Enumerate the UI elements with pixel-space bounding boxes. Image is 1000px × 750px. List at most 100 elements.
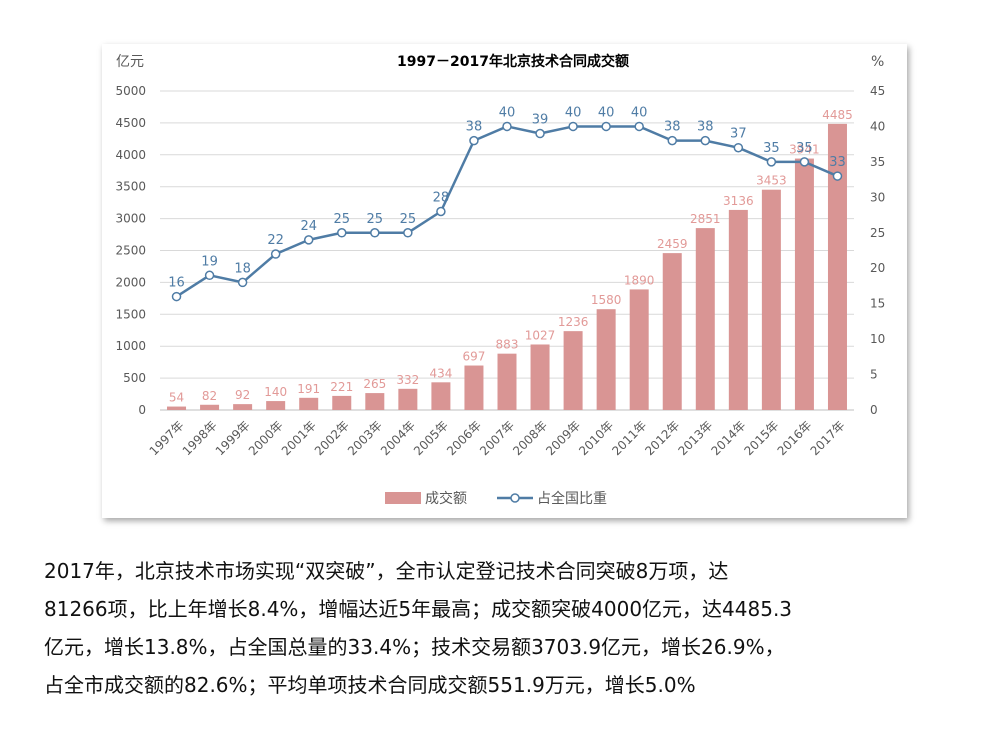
x-tick-label: 1998年 [180,418,220,458]
bar-data-label: 1890 [624,273,655,287]
bar-data-label: 434 [429,366,452,380]
line-data-label: 40 [499,105,516,120]
bar [398,388,418,410]
line-point [568,121,578,132]
bar [530,344,550,410]
left-tick-label: 500 [123,371,146,385]
line-point [799,157,810,167]
left-tick-label: 1500 [115,307,146,321]
x-tick-label: 2008年 [510,418,550,458]
bar [662,253,682,410]
left-tick-label: 3000 [115,212,146,226]
right-axis-ticks: 0 5 10 15 20 25 30 35 40 45 [870,84,885,417]
line-data-label: 19 [201,254,218,269]
x-tick-label: 2014年 [708,418,748,458]
bar-data-label: 140 [264,385,287,399]
bar-data-label: 332 [396,373,419,387]
line-data-label: 18 [234,261,251,276]
line-point [667,135,677,146]
left-tick-label: 4000 [115,148,146,162]
x-tick-label: 2017年 [808,418,848,458]
x-tick-label: 2015年 [742,418,782,458]
x-tick-label: 2001年 [279,418,319,458]
bar [332,395,352,410]
line-point [403,228,413,238]
right-tick-label: 35 [870,155,885,169]
bar [629,289,649,410]
bar [827,123,847,411]
bar-data-label: 54 [169,391,184,405]
line-point [436,206,446,217]
caption-line: 2017年，北京技术市场实现“双突破”，全市认定登记技术合同突破8万项，达 [44,559,729,583]
bar [596,309,616,410]
left-axis-unit: 亿元 [116,54,144,70]
line-point [832,171,843,181]
right-tick-label: 5 [870,368,878,382]
x-tick-label: 2000年 [246,418,286,458]
legend-bar-label: 成交额 [425,490,467,507]
x-tick-label: 2012年 [642,418,682,458]
bar-data-label: 3941 [789,143,820,157]
legend: 成交额 占全国比重 [385,490,607,507]
line-series [171,121,843,302]
right-tick-label: 20 [870,261,885,275]
line-data-labels: 16 19 18 22 24 25 25 25 28 38 40 39 40 40 40 38 38 37 35 35… [168,105,845,290]
left-axis-ticks: 0 500 1000 1500 2000 2500 3000 3500 4000 4500 5000 [115,84,146,417]
left-tick-label: 3500 [115,180,146,194]
bar-data-label: 191 [297,382,320,396]
x-tick-label: 2013年 [675,418,715,458]
right-axis-unit: % [871,54,884,70]
bar-data-labels: 54 82 92 140 191 221 265 332 434 697 883 1027123615… [169,108,853,405]
bar [200,404,220,410]
bar-data-label: 265 [363,377,386,391]
right-tick-label: 30 [870,190,885,204]
line-point [270,249,281,259]
x-tick-label: 1997年 [147,418,187,458]
line-data-label: 22 [267,233,284,248]
line-data-label: 38 [664,120,681,135]
right-tick-label: 0 [870,403,878,417]
line-data-label: 35 [796,141,813,156]
chart-title: 1997－2017年北京技术合同成交额 [397,53,629,70]
line-point [370,228,380,238]
bar [266,401,286,410]
chart-card: 1997－2017年北京技术合同成交额 亿元 % 0 500 1000 1500 200… [102,44,907,518]
line-data-label: 16 [168,276,185,291]
left-tick-label: 5000 [115,84,146,98]
bar [431,382,451,410]
legend-bar-swatch [385,492,421,504]
bar-data-label: 2459 [657,237,688,251]
x-tick-label: 2009年 [543,418,583,458]
x-tick-label: 2005年 [411,418,451,458]
caption-line: 占全市成交额的82.6%；平均单项技术合同成交额551.9万元，增长5.0% [44,673,696,697]
bar [695,228,715,410]
bar-data-label: 4485 [822,108,853,122]
line-point [237,277,248,288]
line-data-label: 38 [466,120,483,135]
bar-data-label: 82 [202,389,217,403]
line-data-label: 40 [598,105,615,120]
line-point [204,270,215,281]
caption-text: 2017年，北京技术市场实现“双突破”，全市认定登记技术合同突破8万项，达 81… [44,552,964,704]
line-point [601,121,611,132]
line-point [337,228,347,238]
line-point [502,121,512,132]
x-axis-labels: 1997年1998年1999年2000年2001年2002年2003年2004年… [147,418,848,458]
line-data-label: 25 [333,212,350,227]
line-point [303,235,314,245]
bar-data-label: 1580 [591,293,622,307]
x-tick-label: 2011年 [609,418,649,458]
bar [365,393,385,410]
legend-line-label: 占全国比重 [537,490,607,507]
line-point [634,121,644,132]
line-point [700,135,711,146]
x-tick-label: 2010年 [576,418,616,458]
line-point [171,291,182,302]
line-point [766,157,777,167]
x-tick-label: 2007年 [477,418,517,458]
line-data-label: 40 [565,105,582,120]
line-point [469,135,479,146]
bar [233,404,253,410]
bar-data-label: 92 [235,388,250,402]
right-tick-label: 10 [870,332,885,346]
